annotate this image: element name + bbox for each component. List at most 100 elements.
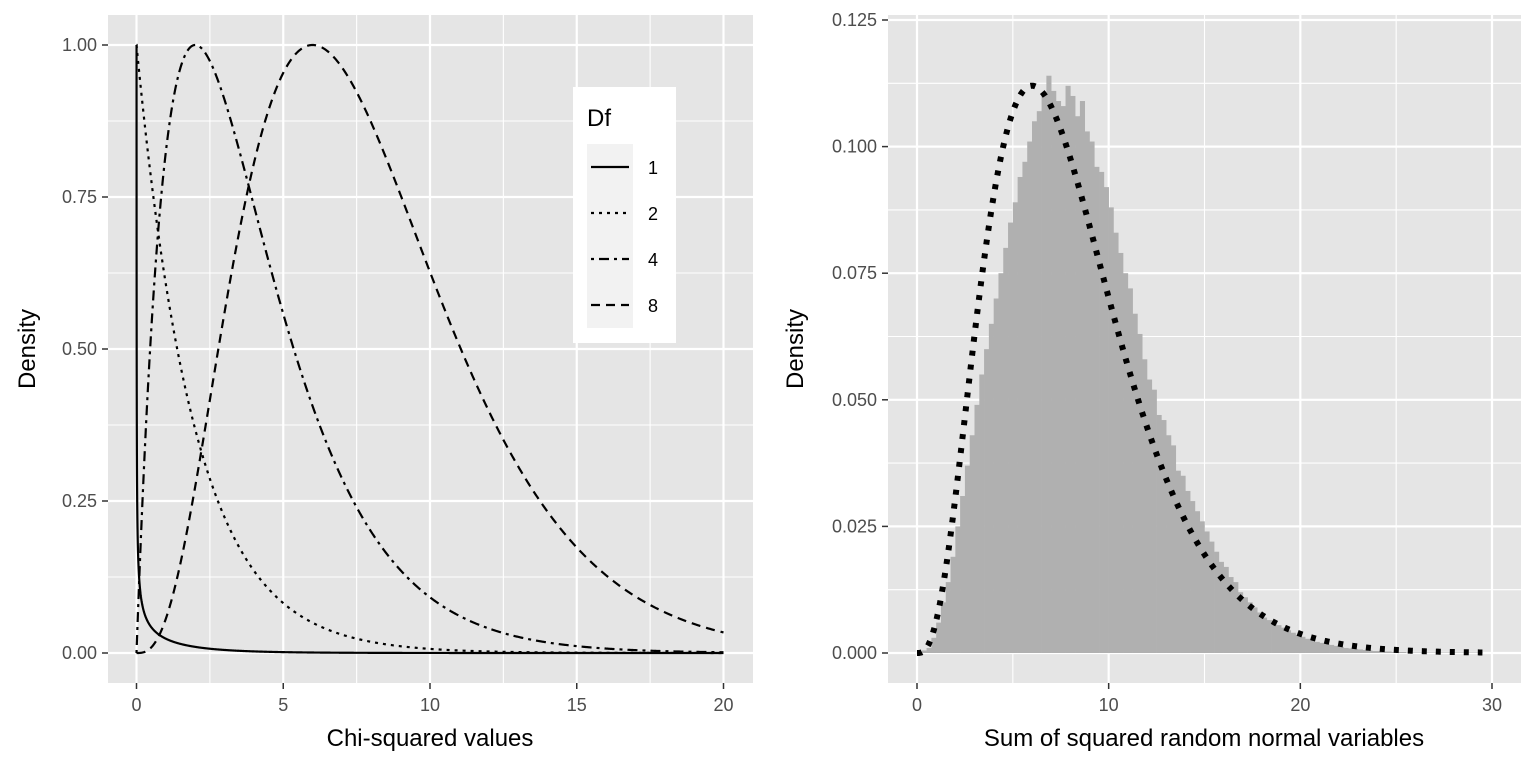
histogram-bar [1094, 166, 1100, 653]
histogram-bar [1429, 652, 1435, 653]
histogram-bar [1242, 597, 1248, 653]
histogram-bar [1170, 445, 1177, 653]
histogram-bar [1300, 636, 1306, 653]
histogram-bar [950, 556, 956, 653]
histogram-bar [1108, 207, 1114, 654]
right-x-ticks: 0 10 20 30 [912, 683, 1502, 715]
histogram-bar [1137, 333, 1143, 653]
histogram-bar [1142, 359, 1148, 653]
left-x-axis-title: Chi-squared values [327, 725, 534, 752]
histogram-bar [1262, 617, 1268, 653]
histogram-bar [931, 637, 937, 653]
histogram-bar [1099, 171, 1105, 654]
histogram-bar [1309, 640, 1316, 653]
histogram-bar [1204, 531, 1210, 653]
legend-items: 1 2 4 8 [591, 158, 658, 316]
y-tick-label: 0.75 [62, 187, 97, 207]
histogram-bar [960, 496, 966, 653]
histogram-bar [1386, 651, 1392, 653]
histogram-bar [1453, 652, 1459, 653]
histogram-bar [1381, 651, 1387, 653]
histogram-bar [921, 650, 927, 653]
histogram-bar [1377, 650, 1383, 653]
histogram-bar [1444, 652, 1450, 653]
density-curve-df-8 [916, 82, 1483, 656]
x-tick-label: 10 [1099, 695, 1119, 715]
histogram-bar [974, 404, 980, 653]
left-y-ticks: 0.00 0.25 0.50 0.75 1.00 [62, 35, 108, 663]
x-tick-label: 20 [713, 695, 733, 715]
histogram-bar [1218, 561, 1224, 653]
histogram-bar [984, 349, 990, 653]
histogram-bar [1209, 541, 1215, 653]
x-tick-label: 0 [131, 695, 141, 715]
histogram-bar [998, 273, 1004, 653]
right-panel: 0.000 0.025 0.050 0.075 0.100 0.125 0 10 20 30 S… [782, 10, 1521, 752]
histogram-bar [1199, 521, 1205, 653]
histogram-bar [1051, 90, 1057, 653]
y-tick-label: 0.50 [62, 339, 97, 359]
histogram-bar [1362, 649, 1368, 653]
legend-label-df-8: 8 [648, 296, 658, 316]
histogram-bar [1266, 620, 1272, 653]
histogram-bar [1065, 85, 1071, 653]
x-tick-label: 5 [278, 695, 288, 715]
histogram-bar [1089, 141, 1095, 653]
histogram-bar [1113, 232, 1119, 654]
y-tick-label: 1.00 [62, 35, 97, 55]
histogram-bar [1458, 652, 1464, 653]
histogram-bar [1060, 106, 1066, 653]
histogram-bar [1233, 582, 1239, 653]
histogram-bar [979, 374, 985, 653]
histogram-bar [1127, 288, 1133, 653]
x-tick-label: 20 [1290, 695, 1310, 715]
histogram-bar [1079, 101, 1086, 654]
histogram-bar [1400, 651, 1407, 653]
x-tick-label: 0 [912, 695, 922, 715]
histogram-bar [1252, 607, 1258, 653]
histogram-bar [1084, 131, 1090, 653]
histogram-bar [1012, 202, 1018, 653]
x-tick-label: 10 [420, 695, 440, 715]
histogram-bar [1329, 644, 1335, 653]
histogram-bar [1314, 641, 1320, 653]
series-line-df-1 [135, 43, 724, 655]
histogram-bar [1075, 116, 1081, 653]
histogram-bar [1357, 649, 1363, 653]
histogram-bar [1022, 161, 1028, 654]
left-panel: 0.00 0.25 0.50 0.75 1.00 0 5 10 15 20 Chi-square… [14, 15, 753, 752]
histogram-bar [1032, 121, 1038, 653]
legend-title: Df [587, 105, 611, 132]
histogram-bar [1415, 652, 1421, 653]
histogram-bar [1041, 95, 1047, 653]
x-tick-label: 30 [1482, 695, 1502, 715]
y-tick-label: 0.050 [832, 390, 877, 410]
histogram-bar [1468, 652, 1474, 653]
x-tick-label: 15 [567, 695, 587, 715]
histogram-bar [1295, 634, 1301, 653]
histogram-bar [1223, 566, 1229, 653]
y-tick-label: 0.000 [832, 643, 877, 663]
y-tick-label: 0.125 [832, 10, 877, 30]
histogram-bar [1343, 647, 1349, 653]
right-x-axis-title: Sum of squared random normal variables [984, 725, 1424, 752]
right-y-axis-title: Density [782, 309, 809, 389]
histogram-bar [1008, 222, 1014, 653]
histogram-bar [1132, 313, 1138, 653]
left-y-axis-title: Density [14, 309, 41, 389]
histogram-bar [1070, 95, 1076, 653]
histogram-bar [1147, 379, 1153, 653]
series-line-df-8 [136, 43, 724, 655]
histogram-bar [1276, 625, 1282, 653]
histogram-bar [1118, 252, 1124, 653]
histogram-bar [993, 298, 999, 653]
histogram-bar [1396, 651, 1402, 653]
legend-label-df-4: 4 [648, 250, 658, 270]
legend-label-df-2: 2 [648, 204, 658, 224]
histogram-bar [1439, 652, 1445, 653]
y-tick-label: 0.100 [832, 137, 877, 157]
histogram-bar [1410, 652, 1416, 653]
y-tick-label: 0.25 [62, 491, 97, 511]
histogram-bar [1271, 622, 1277, 653]
